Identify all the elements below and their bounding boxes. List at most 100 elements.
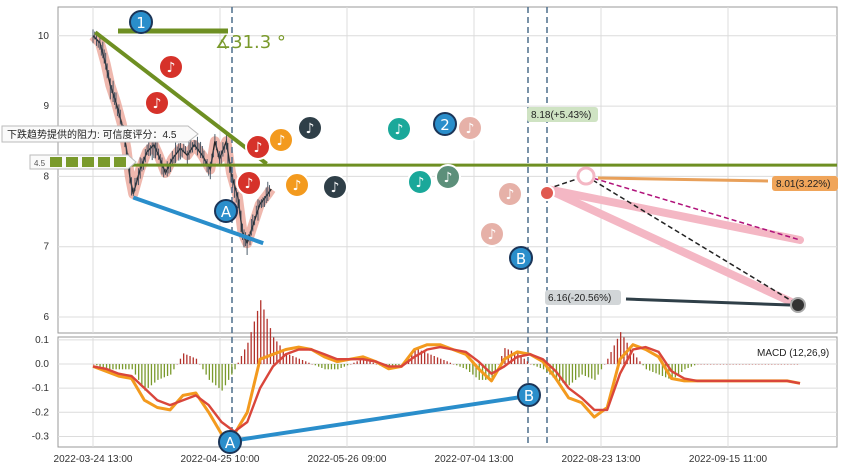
swing-point-marker — [433, 112, 457, 136]
price-tick-label: 6 — [43, 312, 49, 323]
macd-bar — [366, 360, 368, 364]
macd-bar — [330, 364, 333, 370]
target-arrow — [597, 176, 769, 183]
pattern-markers: ♪ ♪ ♪ ♪ ♪ ♪ ♪ ♪ ♪ ♪ ♪ ♪ ♪ ♪ 1 A 2 B A B — [129, 10, 541, 454]
macd-bar — [372, 362, 374, 364]
price-tick-label: 8 — [43, 171, 49, 182]
macd-bar — [179, 358, 182, 364]
macd-bar — [118, 364, 120, 370]
macd-bar — [559, 364, 561, 382]
projection-band — [543, 185, 804, 310]
macd-bar — [674, 364, 676, 378]
macd-bar — [469, 364, 471, 372]
macd-bar — [154, 364, 156, 383]
macd-bar — [215, 364, 217, 386]
pattern-note-marker — [245, 134, 271, 160]
resistance-callout: 下跌趋势提供的阻力: 可信度评分：4.5 — [1, 125, 199, 143]
macd-bar — [562, 364, 564, 383]
note-glyph: ♪ — [466, 121, 475, 137]
macd-bar — [398, 364, 400, 366]
macd-bar — [298, 358, 300, 364]
macd-bar — [690, 364, 692, 367]
upper-target-callout: 8.18(+5.43%) — [527, 107, 598, 122]
swing-point-marker — [214, 199, 238, 223]
swing-point-marker — [218, 430, 242, 454]
macd-bar — [587, 364, 590, 378]
pattern-note-marker — [144, 90, 170, 116]
rating-value: 4.5 — [34, 159, 46, 168]
macd-bar — [597, 364, 599, 375]
rating-icons — [50, 157, 126, 167]
pattern-note-marker — [158, 54, 184, 80]
macd-bar — [446, 361, 448, 364]
macd-bar — [645, 364, 647, 370]
pattern-note-marker — [297, 115, 323, 141]
macd-bar — [517, 353, 519, 364]
macd-bar — [115, 364, 117, 370]
macd-tick-label: 0.1 — [35, 335, 49, 346]
price-tick-label: 7 — [43, 242, 49, 253]
note-glyph: ♪ — [395, 122, 404, 138]
macd-bar — [568, 364, 570, 386]
macd-bar — [661, 364, 664, 376]
macd-bar — [327, 364, 329, 370]
macd-bar — [112, 364, 114, 370]
x-tick-label: 2022-04-25 10:00 — [181, 454, 260, 465]
macd-bar — [369, 361, 371, 364]
macd-bar — [166, 364, 169, 376]
mid-target-text: 8.01(3.22%) — [776, 179, 830, 190]
macd-bar — [436, 357, 439, 364]
macd-bar — [610, 352, 612, 364]
macd-bar — [616, 338, 619, 364]
macd-bar — [520, 356, 522, 364]
macd-bar — [639, 361, 641, 364]
resistance-text: 下跌趋势提供的阻力: 可信度评分：4.5 — [7, 128, 177, 141]
macd-bar — [221, 364, 223, 391]
rating-icon — [66, 157, 78, 167]
note-glyph: ♪ — [506, 187, 515, 203]
rating-icon — [114, 157, 126, 167]
macd-bar — [128, 364, 130, 370]
macd-bar — [485, 364, 487, 380]
macd-bar — [681, 364, 683, 372]
macd-bar — [581, 364, 583, 375]
macd-bar — [430, 354, 432, 364]
pattern-note-marker — [497, 181, 523, 207]
macd-bar — [99, 364, 101, 367]
macd-bar — [443, 360, 445, 364]
macd-bar — [314, 364, 316, 366]
macd-bar — [449, 362, 451, 364]
macd-bar — [247, 342, 249, 364]
macd-bar — [195, 358, 198, 364]
macd-bar — [420, 350, 423, 364]
macd-bar — [211, 364, 214, 383]
macd-bar — [526, 361, 529, 364]
swing-point-label: A — [225, 434, 236, 452]
macd-bar — [362, 358, 365, 364]
macd-divergence-line — [230, 394, 529, 443]
macd-bar — [279, 345, 281, 364]
trend-lines — [58, 28, 837, 313]
macd-bar — [359, 360, 361, 364]
macd-dea-line — [92, 345, 801, 433]
macd-bar — [475, 364, 477, 378]
x-tick-label: 2022-08-23 13:00 — [562, 454, 641, 465]
macd-bar — [575, 364, 577, 380]
macd-bar — [285, 353, 288, 364]
macd-bar — [192, 357, 194, 364]
macd-bar — [105, 364, 108, 370]
macd-panel — [57, 336, 838, 448]
macd-bar — [607, 358, 609, 364]
swing-point-label: 1 — [136, 14, 146, 32]
projection-node — [790, 297, 806, 313]
downtrend-line — [94, 30, 268, 166]
x-tick-label: 2022-05-26 09:00 — [308, 454, 387, 465]
note-glyph: ♪ — [293, 178, 302, 194]
macd-bar — [295, 357, 297, 364]
swing-point-label: A — [221, 203, 232, 221]
projection-line — [585, 175, 801, 241]
projection-line — [585, 175, 801, 307]
event-lines — [231, 7, 548, 447]
pattern-note-marker — [268, 127, 294, 153]
macd-tick-label: -0.3 — [32, 431, 50, 442]
